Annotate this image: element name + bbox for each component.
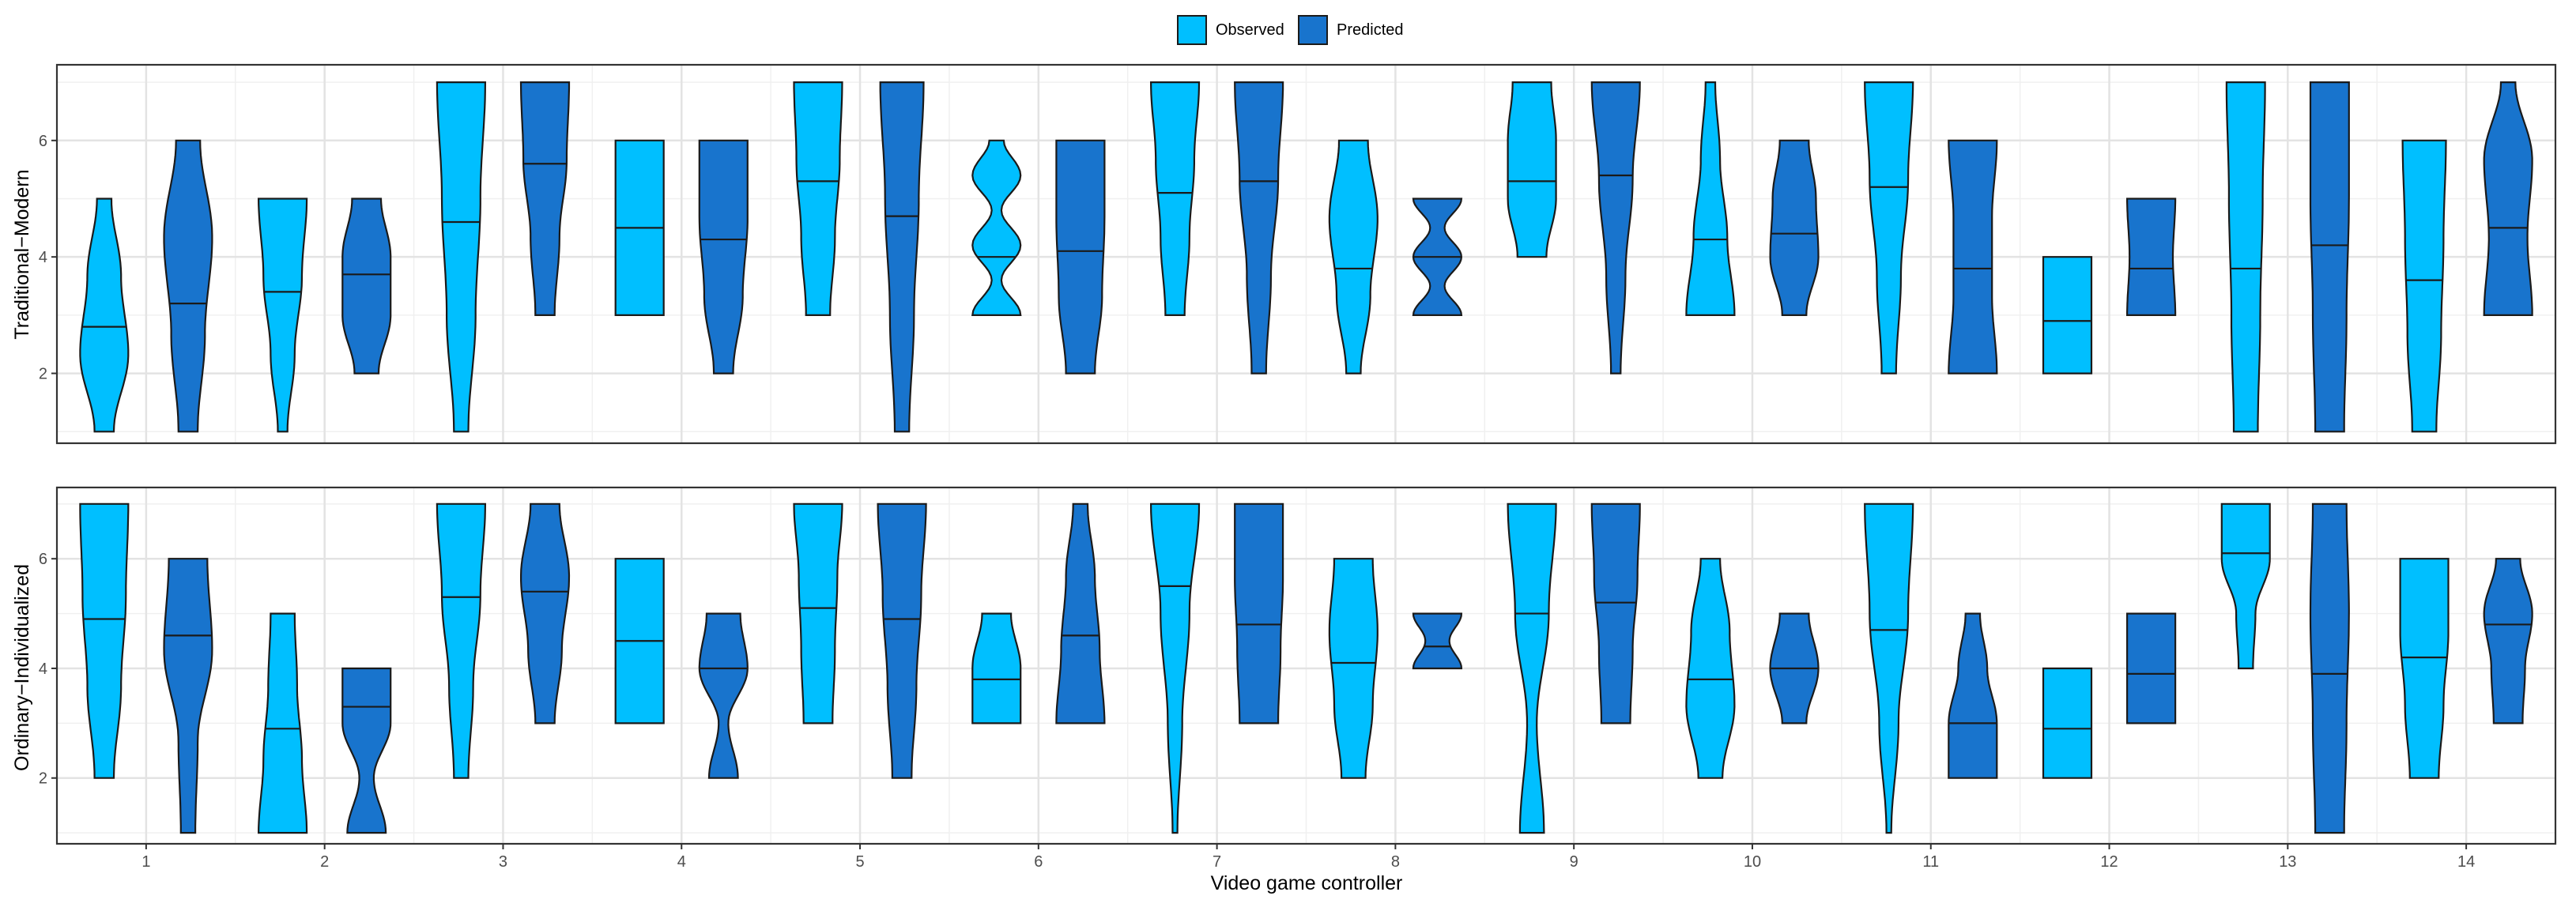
x-tick-label: 10 <box>1744 853 1761 871</box>
violin-observed-10 <box>1685 558 1736 779</box>
y-tick-label: 2 <box>39 366 47 383</box>
violin-predicted-8 <box>1412 612 1463 670</box>
x-axis-title: Video game controller <box>1211 872 1403 894</box>
violin-predicted-11 <box>1948 612 1998 779</box>
violin-observed-2 <box>257 612 308 834</box>
panel-ordinary-individualized: 2 4 6 <box>39 486 2557 845</box>
panel-border <box>55 63 2557 445</box>
legend-label-observed: Observed <box>1216 21 1284 39</box>
violin-observed-1 <box>79 502 130 779</box>
violin-observed-13 <box>2220 502 2271 670</box>
x-tick-label: 12 <box>2100 853 2118 871</box>
x-axis-ticks: 1 2 3 4 5 6 7 8 9 10 11 12 13 14 <box>141 844 2475 871</box>
x-tick-label: 9 <box>1570 853 1578 871</box>
violin-predicted-6 <box>1055 139 1106 374</box>
violin-observed-10 <box>1685 81 1736 316</box>
x-tick-label: 13 <box>2279 853 2296 871</box>
violin-predicted-9 <box>1590 81 1641 374</box>
x-tick-label: 11 <box>1922 853 1939 871</box>
x-tick-label: 3 <box>499 853 507 871</box>
violin-predicted-1 <box>163 558 213 834</box>
violin-predicted-2 <box>341 198 392 374</box>
x-tick-label: 6 <box>1034 853 1043 871</box>
violin-predicted-9 <box>1590 502 1641 724</box>
panel-2-y-axis-title: Ordinary−Individualized <box>11 564 33 771</box>
violin-observed-9 <box>1507 81 1557 258</box>
violin-predicted-5 <box>879 81 925 433</box>
x-tick-label: 7 <box>1213 853 1221 871</box>
violin-observed-5 <box>793 81 843 316</box>
violin-predicted-7 <box>1234 81 1284 374</box>
violin-predicted-2 <box>341 667 392 834</box>
y-tick-label: 2 <box>39 770 47 788</box>
violin-predicted-14 <box>2483 558 2533 724</box>
violin-predicted-7 <box>1234 502 1284 724</box>
violin-predicted-13 <box>2309 81 2350 433</box>
x-tick-label: 14 <box>2457 853 2475 871</box>
violin-predicted-1 <box>163 139 213 433</box>
violin-predicted-4 <box>698 612 749 779</box>
violin-observed-9 <box>1507 502 1557 834</box>
y-tick-label: 6 <box>39 551 47 568</box>
violin-observed-6 <box>971 139 1022 316</box>
x-tick-label: 1 <box>141 853 150 871</box>
violin-observed-11 <box>1864 81 1914 374</box>
panel-1-y-axis-title: Traditional−Modern <box>11 169 33 339</box>
y-tick-label: 4 <box>39 249 47 266</box>
violin-predicted-12 <box>2126 612 2177 724</box>
violin-observed-14 <box>2399 558 2450 779</box>
violin-observed-6 <box>971 612 1022 724</box>
violin-observed-8 <box>1328 558 1379 779</box>
legend-key-observed <box>1177 15 1207 45</box>
violin-observed-1 <box>79 198 130 433</box>
violin-observed-8 <box>1328 139 1379 374</box>
violin-observed-14 <box>2401 139 2447 433</box>
violin-predicted-14 <box>2483 81 2533 316</box>
violin-observed-7 <box>1149 81 1201 316</box>
x-tick-label: 5 <box>855 853 864 871</box>
violin-observed-3 <box>436 81 487 433</box>
panel-traditional-modern: 2 4 6 <box>39 63 2557 445</box>
x-tick-label: 4 <box>677 853 686 871</box>
violin-observed-2 <box>257 198 308 433</box>
x-tick-label: 2 <box>320 853 329 871</box>
violin-predicted-3 <box>520 502 571 724</box>
legend-key-predicted <box>1298 15 1328 45</box>
violin-predicted-3 <box>519 81 571 316</box>
violin-predicted-4 <box>698 139 749 374</box>
x-tick-label: 8 <box>1391 853 1400 871</box>
violin-observed-3 <box>436 502 487 779</box>
violin-predicted-5 <box>877 502 927 779</box>
violin-predicted-13 <box>2309 502 2350 834</box>
panel-border <box>55 486 2557 845</box>
violin-predicted-6 <box>1055 502 1106 724</box>
violin-predicted-11 <box>1948 139 1998 374</box>
violin-observed-5 <box>793 502 843 724</box>
violin-predicted-12 <box>2126 198 2177 316</box>
y-tick-label: 4 <box>39 660 47 678</box>
violin-observed-12 <box>2042 256 2093 374</box>
legend-label-predicted: Predicted <box>1337 21 1404 39</box>
y-tick-label: 6 <box>39 133 47 150</box>
violin-observed-12 <box>2042 667 2093 779</box>
legend: Observed Predicted <box>1177 15 1404 45</box>
violin-predicted-10 <box>1769 139 1820 316</box>
violin-observed-13 <box>2225 81 2266 433</box>
violin-observed-11 <box>1864 502 1914 834</box>
